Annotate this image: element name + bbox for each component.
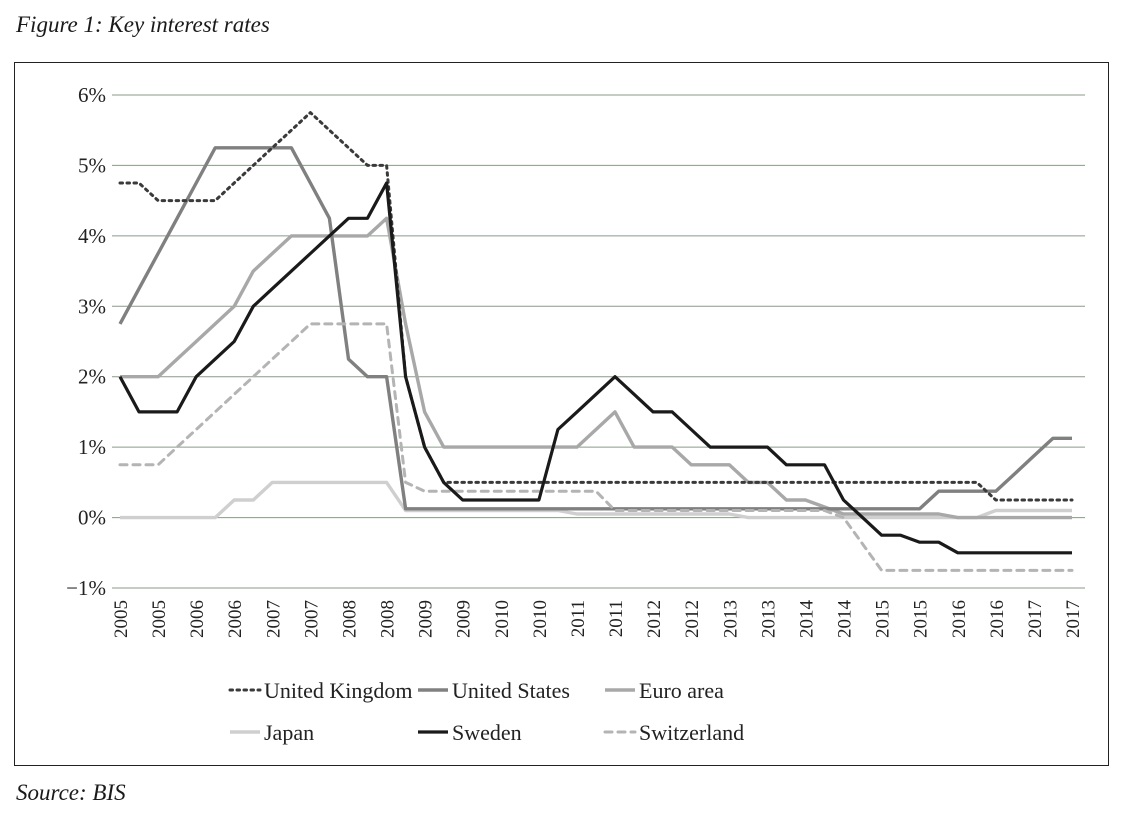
x-tick-label: 2017 xyxy=(1025,600,1046,638)
legend-label: Euro area xyxy=(639,678,724,703)
y-tick-label: 6% xyxy=(78,83,106,107)
series-line-switzerland xyxy=(118,322,1074,572)
y-tick-label: −1% xyxy=(66,576,106,600)
y-tick-label: 5% xyxy=(78,153,106,177)
x-tick-label: 2009 xyxy=(416,600,437,638)
x-tick-label: 2013 xyxy=(758,600,779,638)
x-tick-label: 2007 xyxy=(263,600,284,638)
y-tick-label: 1% xyxy=(78,435,106,459)
x-tick-label: 2005 xyxy=(111,600,132,638)
x-tick-label: 2013 xyxy=(720,600,741,638)
series-line-united-kingdom xyxy=(118,111,1074,502)
legend-label: Switzerland xyxy=(639,720,744,745)
legend-label: United Kingdom xyxy=(264,678,413,703)
x-tick-label: 2010 xyxy=(492,600,513,638)
x-tick-label: 2008 xyxy=(339,600,360,638)
x-tick-label: 2011 xyxy=(606,600,627,637)
figure-source: Source: BIS xyxy=(16,780,126,805)
series-lines xyxy=(118,111,1074,572)
x-tick-label: 2016 xyxy=(949,600,970,638)
legend-item-united-kingdom: United Kingdom xyxy=(228,678,413,703)
chart-frame xyxy=(14,62,1109,766)
x-tick-label: 2007 xyxy=(301,600,322,638)
y-axis-ticks: 6% 5% 4% 3% 2% 1% 0% −1% xyxy=(66,83,106,600)
series-line-euro-area xyxy=(120,216,1072,520)
x-tick-label: 2008 xyxy=(378,600,399,638)
legend-label: Sweden xyxy=(452,720,522,745)
x-tick-label: 2016 xyxy=(987,600,1008,638)
x-tick-label: 2006 xyxy=(225,600,246,638)
legend-item-united-states: United States xyxy=(418,678,570,703)
legend-item-switzerland: Switzerland xyxy=(603,720,744,745)
x-tick-label: 2017 xyxy=(1063,600,1084,638)
series-line-sweden xyxy=(118,181,1072,555)
x-tick-label: 2015 xyxy=(911,600,932,638)
series-line-japan xyxy=(120,480,1072,520)
y-tick-label: 4% xyxy=(78,224,106,248)
y-tick-label: 3% xyxy=(78,294,106,318)
y-tick-label: 0% xyxy=(78,506,106,530)
x-tick-label: 2012 xyxy=(644,600,665,638)
x-tick-label: 2014 xyxy=(835,600,856,639)
legend-item-sweden: Sweden xyxy=(418,720,522,745)
series-line-united-states xyxy=(118,146,1072,511)
x-tick-label: 2009 xyxy=(454,600,475,638)
legend: United Kingdom United States Euro area Japa… xyxy=(228,678,744,745)
x-tick-label: 2010 xyxy=(530,600,551,638)
x-tick-label: 2006 xyxy=(187,600,208,638)
legend-label: United States xyxy=(452,678,570,703)
x-tick-label: 2011 xyxy=(568,600,589,637)
figure-title: Figure 1: Key interest rates xyxy=(16,12,270,37)
x-tick-label: 2005 xyxy=(149,600,170,638)
y-tick-label: 2% xyxy=(78,365,106,389)
legend-item-japan: Japan xyxy=(230,720,314,745)
x-tick-label: 2014 xyxy=(796,600,817,639)
legend-label: Japan xyxy=(264,720,314,745)
x-axis-ticks: 2005 2005 2006 2006 2007 2007 2008 2008 2009 2009… xyxy=(111,600,1084,639)
legend-item-euro-area: Euro area xyxy=(605,678,724,703)
x-tick-label: 2015 xyxy=(873,600,894,638)
x-tick-label: 2012 xyxy=(682,600,703,638)
